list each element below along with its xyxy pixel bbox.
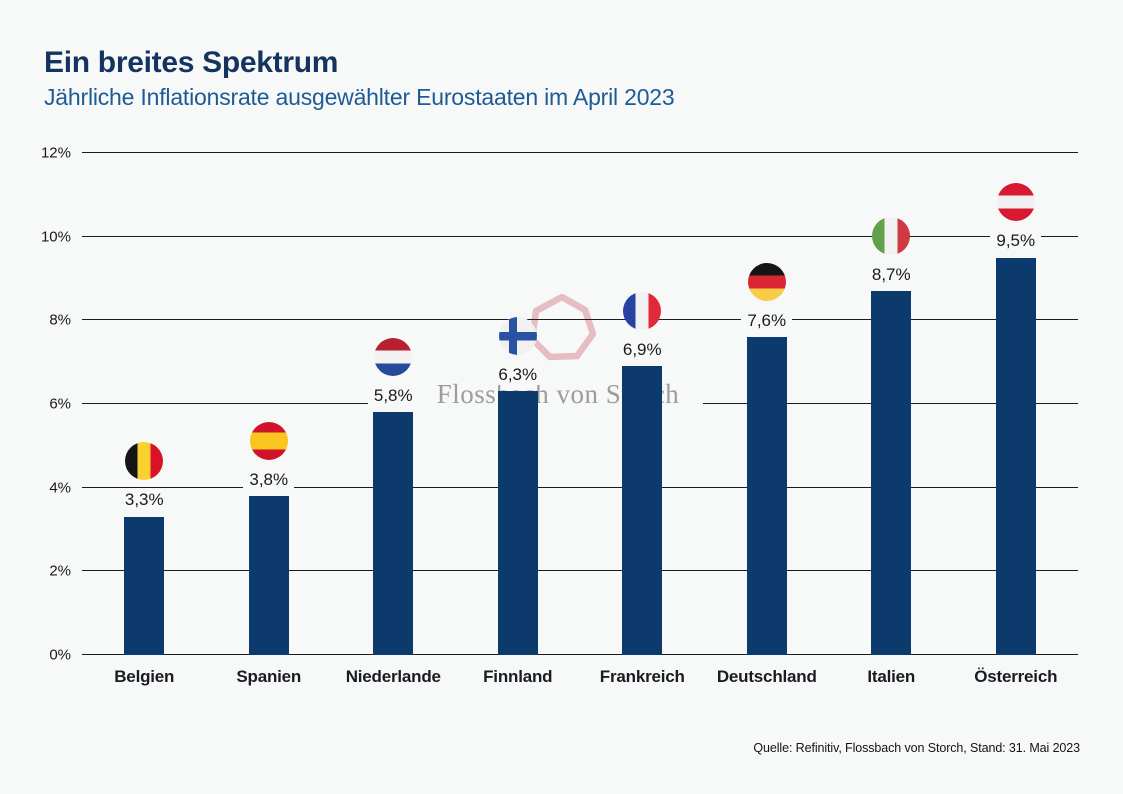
bar-column: 9,5% Österreich <box>951 183 1081 686</box>
gridline: 10% <box>38 227 1078 247</box>
y-axis-tick-label: 4% <box>47 478 73 498</box>
x-axis-label: Frankreich <box>599 667 685 686</box>
x-axis-label: Spanien <box>236 667 302 686</box>
y-axis-tick-label: 0% <box>47 645 73 665</box>
page-subtitle: Jährliche Inflationsrate ausgewählter Eu… <box>44 84 675 110</box>
bar-value-label: 9,5% <box>990 230 1042 252</box>
y-axis-tick-label: 2% <box>47 561 73 581</box>
bar-column: 6,3% Finnland <box>453 316 583 686</box>
bar-column: 8,7% Italien <box>826 216 956 686</box>
bar-column: 6,9% Frankreich <box>577 291 707 686</box>
y-axis-tick-label: 8% <box>47 310 73 330</box>
chart-header: Ein breites Spektrum Jährliche Inflation… <box>44 46 675 110</box>
inflation-bar <box>622 366 663 655</box>
france-flag-icon <box>623 291 662 330</box>
page-title: Ein breites Spektrum <box>44 46 339 79</box>
italy-flag-icon <box>872 216 911 255</box>
y-axis-tick-label: 10% <box>38 227 73 247</box>
inflation-bar <box>995 257 1036 655</box>
x-axis-label: Belgien <box>114 667 175 686</box>
gridline: 12% <box>38 143 1078 163</box>
x-axis-label: Italien <box>867 667 916 686</box>
flossbach-octagon-logo-icon <box>528 294 596 361</box>
finland-flag-icon <box>498 316 537 355</box>
bar-column: 3,3% Belgien <box>79 442 209 686</box>
bar-value-label: 5,8% <box>367 384 419 407</box>
spain-flag-icon <box>249 421 288 460</box>
gridline: 0% <box>47 645 1078 665</box>
inflation-bar <box>124 516 165 655</box>
y-axis-tick-label: 6% <box>47 394 73 414</box>
bar-column: 3,8% Spanien <box>204 421 334 686</box>
bar-column: 7,6% Deutschland <box>702 262 832 686</box>
bar-value-label: 7,6% <box>741 309 793 332</box>
x-axis-label: Finnland <box>483 667 553 686</box>
gridline: 2% <box>47 561 1078 581</box>
bar-value-label: 3,3% <box>118 489 170 511</box>
bar-column: 5,8% Niederlande <box>328 337 458 686</box>
bar-value-label: 8,7% <box>865 263 917 286</box>
x-axis-label: Niederlande <box>345 667 441 686</box>
bar-value-label: 6,3% <box>492 363 544 386</box>
belgium-flag-icon <box>125 442 164 481</box>
bar-value-label: 6,9% <box>616 338 668 361</box>
source-note: Quelle: Refinitiv, Flossbach von Storch,… <box>753 741 1080 755</box>
austria-flag-icon <box>996 183 1035 222</box>
gridline: 4% <box>47 478 1078 498</box>
inflation-bar <box>497 391 538 655</box>
gridline: 8% <box>47 310 1078 330</box>
y-axis-tick-label: 12% <box>38 143 73 163</box>
netherlands-flag-icon <box>374 337 413 376</box>
x-axis-label: Deutschland <box>716 667 817 686</box>
bar-chart-plot: Flossbach von Storch 0% 2% 4% 6% 8% 10% 12% 3,3… <box>38 143 1081 686</box>
germany-flag-icon <box>747 262 786 301</box>
inflation-bar <box>871 291 912 655</box>
inflation-bar <box>248 496 289 655</box>
inflation-bar <box>373 412 414 655</box>
inflation-bar <box>746 337 787 655</box>
x-axis-label: Österreich <box>974 667 1058 686</box>
bar-value-label: 3,8% <box>243 468 295 491</box>
